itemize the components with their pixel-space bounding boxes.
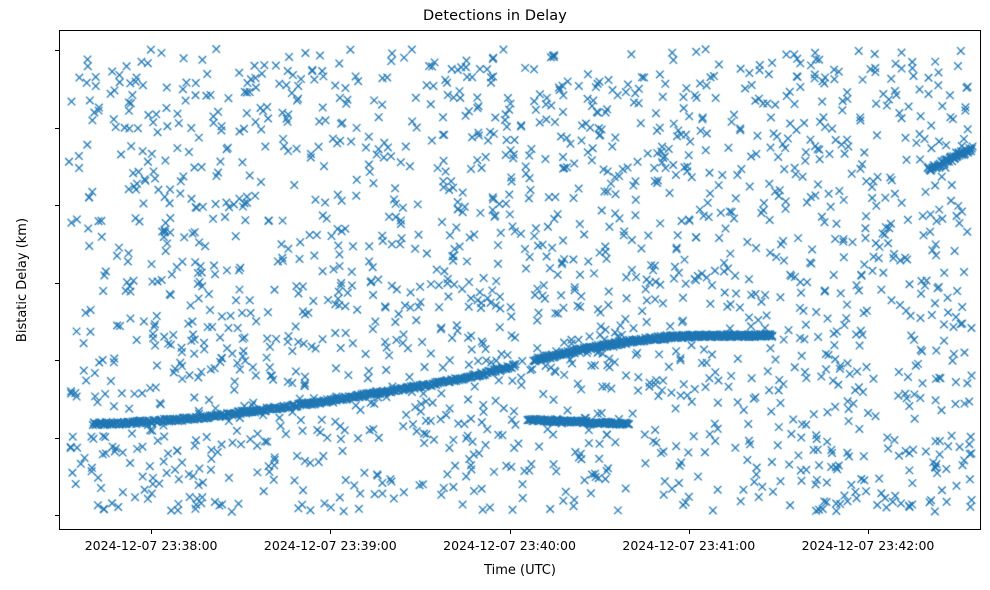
x-axis-tick-mark [867,530,870,534]
x-axis-tick-label: 2024-12-07 23:41:00 [622,538,756,553]
x-axis-tick-mark [688,530,690,534]
plot-area [59,30,981,530]
x-axis-label: Time (UTC) [484,563,556,578]
chart-title: Detections in Delay [423,8,567,24]
x-axis-tick-label: 2024-12-07 23:42:00 [801,538,935,553]
x-axis-tick-mark [509,530,511,534]
x-axis-tick-label: 2024-12-07 23:40:00 [443,538,576,553]
x-axis-tick-label: 2024-12-07 23:39:00 [263,538,397,553]
x-axis-tick-label: 2024-12-07 23:38:00 [84,538,218,553]
scatter-plot-canvas [60,31,980,529]
x-axis-tick-mark [330,530,332,534]
y-axis-label: Bistatic Delay (km) [15,217,30,343]
x-axis-tick-mark [151,530,153,534]
